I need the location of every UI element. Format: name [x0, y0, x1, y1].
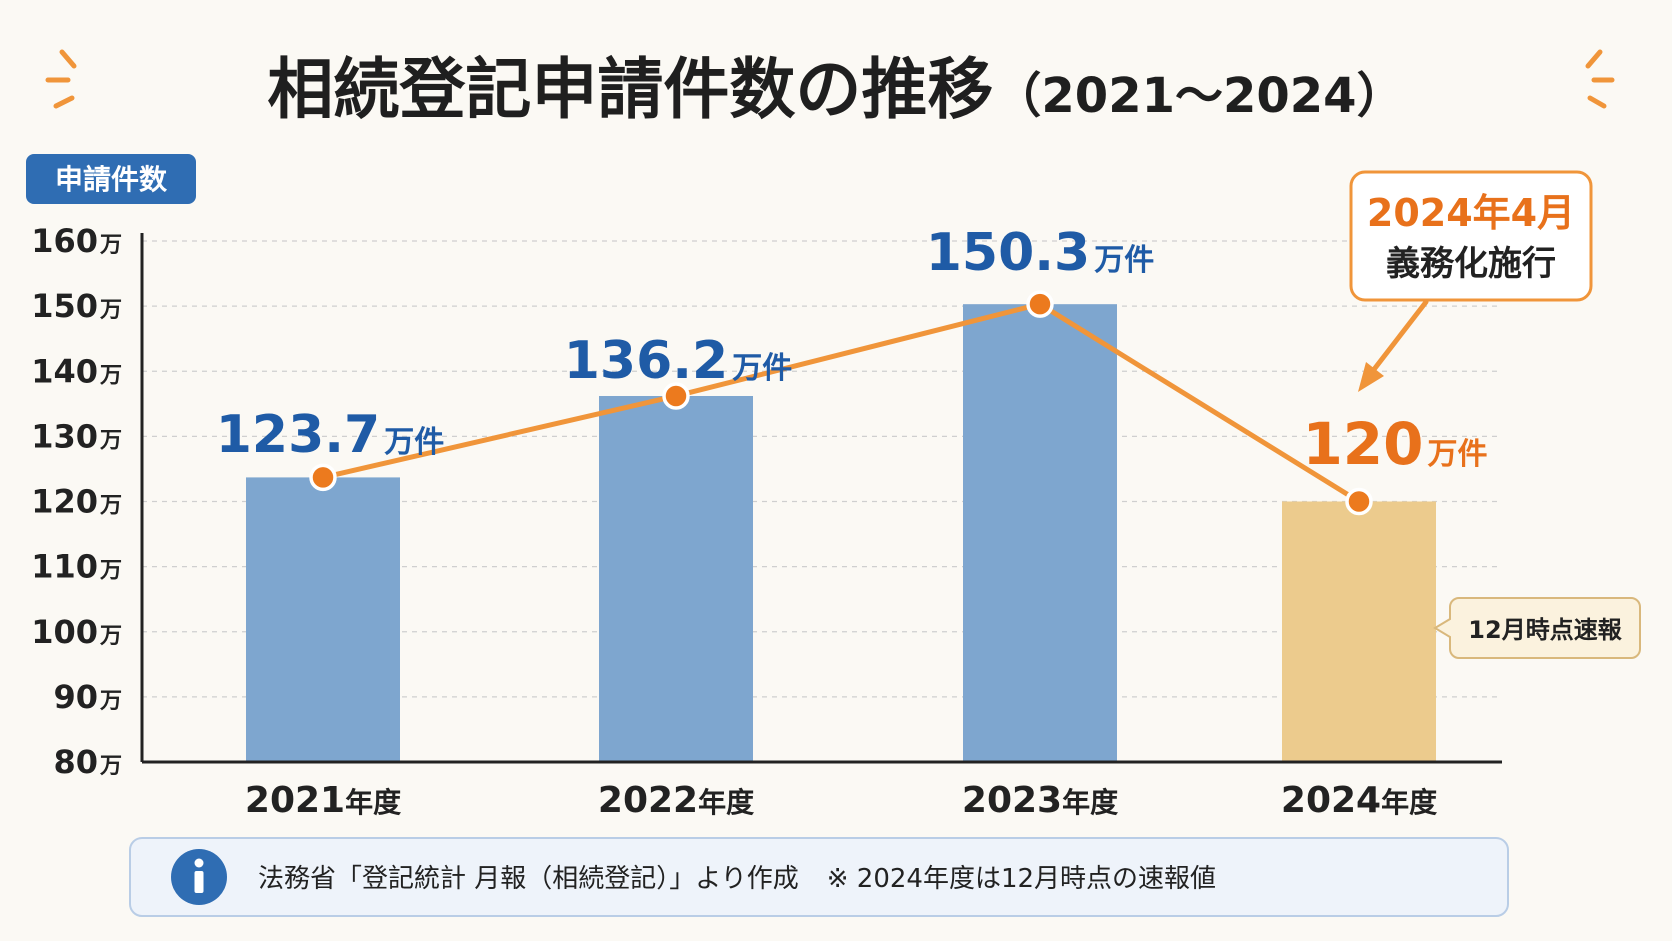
- y-tick-label: 120: [31, 483, 98, 521]
- y-tick-label: 100: [31, 613, 98, 651]
- source-footer: 法務省「登記統計 月報（相続登記）」より作成 ※ 2024年度は12月時点の速報値: [129, 837, 1509, 917]
- y-tick-suffix: 万: [99, 689, 122, 714]
- y-tick-label: 150: [31, 287, 98, 325]
- trend-marker: [1345, 487, 1373, 516]
- enforcement-text: 義務化施行: [1386, 244, 1556, 284]
- grid: [142, 240, 1502, 698]
- enforcement-date: 2024年4月: [1367, 191, 1575, 235]
- trend-line: [309, 290, 1373, 516]
- x-tick-label: 2022年度: [598, 780, 754, 821]
- y-tick-suffix: 万: [99, 559, 122, 584]
- x-tick-label: 2023年度: [962, 780, 1118, 821]
- y-tick-suffix: 万: [99, 494, 122, 519]
- spark-left-icon: [45, 49, 77, 109]
- preliminary-note-callout: 12月時点速報: [1433, 597, 1641, 659]
- y-tick-suffix: 万: [99, 624, 122, 649]
- info-icon: [171, 849, 227, 905]
- y-axis-label-badge: 申請件数: [26, 154, 196, 204]
- y-axis-label: 申請件数: [55, 163, 168, 196]
- enforcement-arrow-icon: [1358, 299, 1429, 392]
- y-tick-label: 130: [31, 417, 98, 455]
- source-text: 法務省「登記統計 月報（相続登記）」より作成: [258, 864, 799, 894]
- bars: [246, 304, 1436, 762]
- bar-2021: [246, 477, 400, 762]
- value-label: 123.7 万件: [216, 405, 444, 465]
- y-tick-label: 140: [31, 352, 98, 390]
- bar-2022: [599, 395, 753, 762]
- trend-polyline: [322, 301, 1361, 504]
- x-tick-label: 2021年度: [245, 780, 401, 821]
- x-tick-label: 2024年度: [1281, 780, 1437, 821]
- footer-text: 法務省「登記統計 月報（相続登記）」より作成 ※ 2024年度は12月時点の速報値: [258, 864, 1216, 894]
- y-tick-suffix: 万: [99, 233, 122, 258]
- chart-title: 相続登記申請件数の推移（2021〜2024）: [267, 51, 1404, 128]
- chart-subtitle: （2021〜2024）: [993, 68, 1404, 124]
- y-tick-suffix: 万: [99, 363, 122, 388]
- y-tick-suffix: 万: [99, 298, 122, 323]
- spark-right-icon: [1585, 49, 1615, 109]
- y-tick-label: 90: [53, 678, 98, 716]
- note-text: ※ 2024年度は12月時点の速報値: [827, 864, 1216, 894]
- trend-marker: [662, 382, 690, 410]
- value-label: 136.2 万件: [564, 331, 792, 391]
- value-label: 120 万件: [1302, 410, 1487, 478]
- preliminary-note-text: 12月時点速報: [1468, 616, 1622, 644]
- bar-2023: [963, 304, 1117, 762]
- y-tick-suffix: 万: [99, 428, 122, 453]
- y-tick-label: 80: [53, 743, 98, 781]
- y-tick-suffix: 万: [99, 754, 122, 779]
- y-tick-label: 110: [31, 548, 98, 586]
- bar-2024: [1282, 501, 1436, 762]
- y-tick-label: 160: [31, 222, 98, 260]
- trend-marker: [309, 463, 337, 492]
- trend-marker: [1026, 290, 1054, 318]
- value-label: 150.3 万件: [926, 223, 1154, 283]
- enforcement-callout: 2024年4月 義務化施行: [1349, 170, 1593, 302]
- labels: 123.7 万件 136.2 万件 150.3 万件 120 万件: [216, 223, 1488, 478]
